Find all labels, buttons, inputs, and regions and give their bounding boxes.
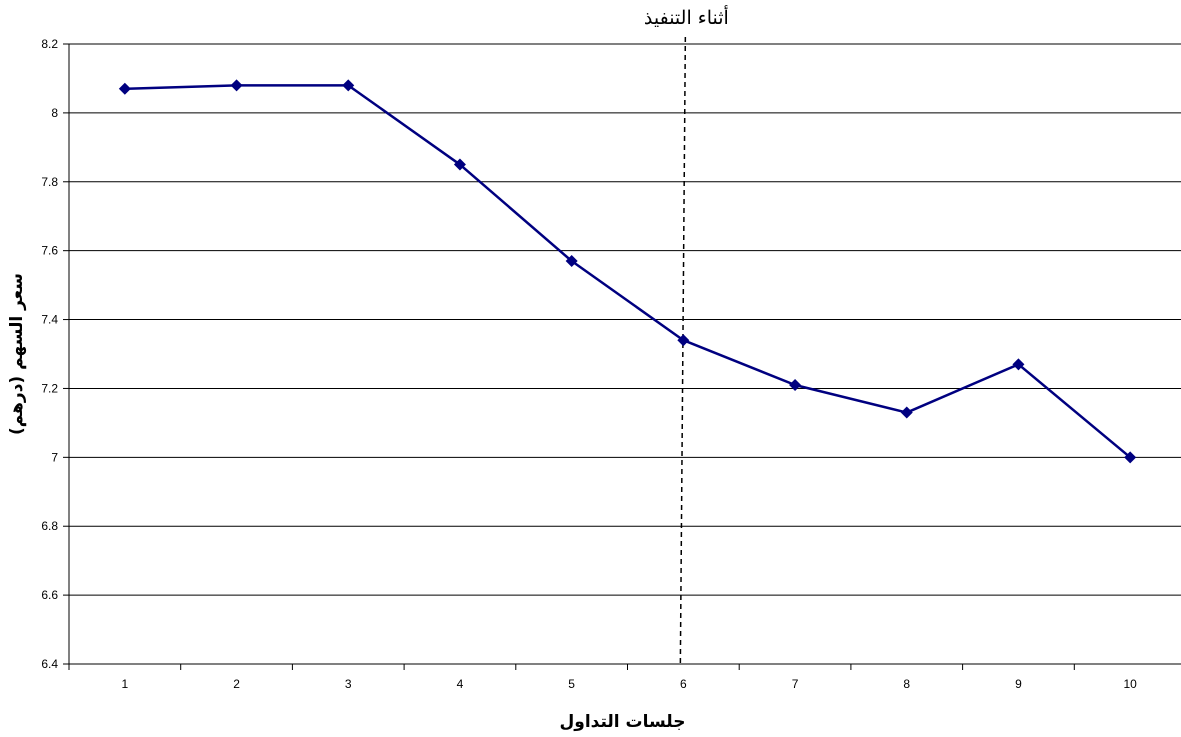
x-tick-label: 4 — [457, 677, 464, 691]
data-point — [900, 406, 913, 419]
annotation-label: أثناء التنفيذ — [644, 4, 729, 29]
x-tick-label: 9 — [1015, 677, 1022, 691]
x-tick-label: 7 — [792, 677, 799, 691]
data-point — [789, 379, 802, 391]
y-tick-label: 7.8 — [41, 175, 58, 189]
gridlines — [69, 43, 1181, 665]
y-tick-labels: 8.2 8 7.8 7.6 7.4 7.2 7 6.8 6.6 6.4 — [41, 37, 58, 671]
y-tick-label: 6.4 — [41, 657, 58, 671]
x-tick-label: 6 — [680, 677, 687, 691]
x-axis-title: جلسات التداول — [560, 712, 686, 732]
x-tick-label: 8 — [903, 677, 910, 691]
x-tick-labels: 1 2 3 4 5 6 7 8 9 10 — [122, 677, 1138, 691]
x-tick-label: 10 — [1123, 677, 1137, 691]
x-tick-label: 2 — [233, 677, 240, 691]
data-point — [230, 79, 243, 92]
data-point — [565, 255, 578, 267]
data-point — [118, 82, 131, 95]
data-point — [1012, 358, 1025, 371]
y-tick-label: 8.2 — [41, 37, 58, 51]
annotation-dashed-line — [679, 36, 687, 665]
y-tick-label: 7.6 — [41, 244, 58, 258]
x-tick-label: 3 — [345, 677, 352, 691]
y-tick-label: 7.2 — [41, 381, 58, 395]
data-point — [1124, 451, 1137, 464]
data-point — [453, 158, 466, 171]
y-tick-label: 8 — [51, 106, 58, 120]
y-axis-title: سعر السهم (درهم) — [7, 273, 27, 435]
y-tick-label: 7.4 — [41, 313, 58, 327]
data-point — [677, 334, 690, 347]
x-tick-label: 5 — [568, 677, 575, 691]
annotation-group: أثناء التنفيذ — [644, 4, 729, 665]
series-group — [118, 79, 1137, 464]
data-point — [342, 79, 355, 92]
x-tick-label: 1 — [122, 677, 129, 691]
y-tick-label: 6.6 — [41, 588, 58, 602]
series-line — [124, 84, 1131, 459]
y-tick-label: 7 — [51, 450, 58, 464]
y-tick-label: 6.8 — [41, 519, 58, 533]
axes — [63, 43, 1075, 670]
